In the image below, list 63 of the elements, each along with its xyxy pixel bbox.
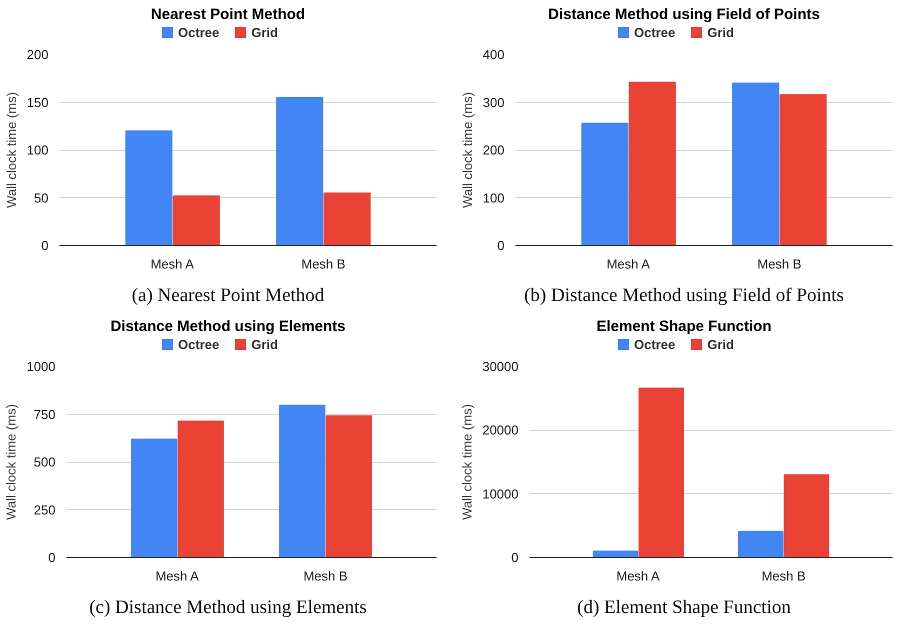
- y-axis-title: Wall clock time (ms): [459, 404, 474, 520]
- bar: [581, 122, 628, 246]
- bar: [638, 388, 684, 558]
- bar: [172, 195, 220, 246]
- y-tick-label: 150: [26, 94, 49, 110]
- x-tick-label: Mesh B: [762, 568, 806, 584]
- bar: [279, 404, 326, 558]
- x-tick-label: Mesh A: [155, 568, 200, 584]
- legend-label: Grid: [707, 337, 734, 352]
- legend-label: Octree: [178, 25, 220, 40]
- legend-label: Grid: [707, 25, 734, 40]
- x-tick-label: Mesh B: [303, 568, 348, 584]
- y-tick-label: 200: [26, 47, 49, 62]
- y-tick-label: 250: [34, 502, 56, 518]
- y-tick-label: 30000: [482, 359, 519, 374]
- y-tick-label: 0: [41, 238, 49, 253]
- y-tick-label: 0: [48, 550, 56, 565]
- bar: [628, 82, 676, 246]
- legend-label: Grid: [251, 337, 278, 352]
- y-tick-label: 750: [34, 406, 56, 422]
- bar: [738, 530, 784, 558]
- chart-title: Distance Method using Field of Points: [548, 5, 820, 25]
- x-tick-label: Mesh B: [757, 256, 802, 272]
- x-tick-label: Mesh A: [150, 256, 194, 272]
- bar: [324, 192, 371, 246]
- bar: [326, 415, 372, 558]
- y-tick-label: 0: [497, 238, 505, 253]
- text: (b) Distance Method using Field of Points: [524, 284, 844, 308]
- text: (a) Nearest Point Method: [132, 284, 324, 308]
- x-tick-label: Mesh B: [301, 256, 346, 272]
- text: (d) Element Shape Function: [577, 596, 791, 620]
- legend-label: Grid: [251, 25, 278, 40]
- y-tick-label: 400: [482, 47, 505, 62]
- bar: [276, 96, 324, 246]
- y-tick-label: 0: [511, 550, 519, 565]
- text: (c) Distance Method using Elements: [89, 596, 367, 620]
- bar: [592, 550, 638, 558]
- bar: [178, 420, 224, 558]
- x-tick-label: Mesh A: [606, 256, 650, 272]
- chart-title: Nearest Point Method: [150, 5, 306, 25]
- y-tick-label: 500: [34, 454, 56, 470]
- y-axis-title: Wall clock time (ms): [460, 92, 475, 208]
- y-tick-label: 1000: [26, 359, 56, 374]
- y-tick-label: 50: [34, 190, 49, 206]
- legend-label: Octree: [178, 337, 220, 352]
- y-tick-label: 300: [482, 94, 505, 110]
- bar: [780, 94, 827, 246]
- bar: [732, 82, 780, 246]
- y-axis-title: Wall clock time (ms): [4, 404, 19, 520]
- y-tick-label: 100: [482, 190, 505, 206]
- y-tick-label: 10000: [482, 486, 519, 502]
- bar: [125, 130, 172, 246]
- bar: [131, 438, 178, 558]
- chart-title: Distance Method using Elements: [110, 317, 346, 337]
- x-tick-label: Mesh A: [616, 568, 660, 584]
- y-tick-label: 100: [26, 142, 49, 158]
- chart-title: Element Shape Function: [596, 317, 772, 337]
- y-axis-title: Wall clock time (ms): [4, 92, 19, 208]
- legend-label: Octree: [634, 25, 676, 40]
- legend-label: Octree: [634, 337, 676, 352]
- y-tick-label: 20000: [482, 422, 519, 438]
- bar: [784, 474, 830, 558]
- y-tick-label: 200: [482, 142, 505, 158]
